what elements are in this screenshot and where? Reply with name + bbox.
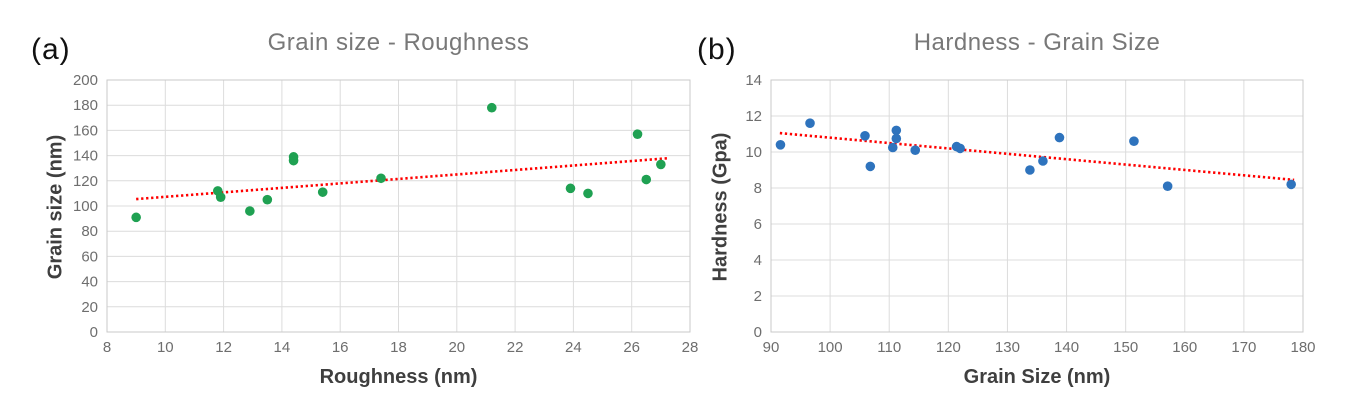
x-tick-label: 150 xyxy=(1113,339,1138,356)
data-point xyxy=(1129,136,1139,146)
data-point xyxy=(215,192,226,202)
trendline xyxy=(136,156,670,201)
y-tick-label: 180 xyxy=(73,97,98,114)
y-tick-label: 6 xyxy=(754,216,762,233)
data-point xyxy=(656,159,666,170)
chart-group-a: 8 10 12 14 16 18 20 22 24 26 28 0 20 40 60 80 100 120 140 1… xyxy=(73,72,698,356)
y-axis-title-a: Grain size (nm) xyxy=(44,134,67,280)
y-tick-label: 0 xyxy=(754,324,762,341)
data-point xyxy=(317,187,328,197)
x-tick-label: 16 xyxy=(332,339,349,356)
y-tick-label: 100 xyxy=(73,198,98,215)
data-point xyxy=(1038,156,1048,166)
y-tick-label: 160 xyxy=(73,122,98,139)
panel-label-a: (a) xyxy=(31,33,71,66)
x-tick-label: 130 xyxy=(995,339,1020,356)
y-tick-label: 80 xyxy=(81,223,98,240)
data-point xyxy=(131,212,141,223)
data-point xyxy=(891,125,902,136)
plot-border xyxy=(770,79,1304,333)
x-tick-label: 28 xyxy=(682,339,699,356)
data-point xyxy=(376,173,386,184)
x-axis-title-a: Roughness (nm) xyxy=(319,366,478,388)
x-tick-label: 18 xyxy=(390,339,407,356)
data-point xyxy=(486,102,497,113)
x-tick-label: 12 xyxy=(215,339,232,356)
data-point xyxy=(641,174,652,185)
data-point xyxy=(262,194,273,205)
chart-group-b: 90 100 110 120 130 140 150 160 170 180 0 2 4 6 8 10 12 14 xyxy=(745,72,1315,356)
x-tick-label: 100 xyxy=(818,339,843,356)
chart-title-a: Grain size - Roughness xyxy=(267,29,530,56)
x-tick-label: 14 xyxy=(274,339,291,356)
data-point xyxy=(1025,165,1035,175)
data-point xyxy=(860,131,870,141)
panel-label-b: (b) xyxy=(697,33,737,66)
x-tick-label: 22 xyxy=(507,339,524,356)
data-point xyxy=(1054,132,1065,143)
y-tick-label: 40 xyxy=(81,274,98,291)
y-tick-label: 14 xyxy=(745,72,762,89)
data-point xyxy=(775,140,786,150)
x-tick-label: 170 xyxy=(1231,339,1256,356)
x-tick-label: 110 xyxy=(877,339,901,356)
x-tick-label: 8 xyxy=(103,339,111,356)
y-tick-label: 8 xyxy=(754,180,762,197)
y-tick-label: 0 xyxy=(90,324,98,341)
y-tick-label: 10 xyxy=(745,144,762,161)
data-point xyxy=(632,129,643,139)
y-tick-label: 60 xyxy=(81,248,98,265)
data-point xyxy=(1286,179,1296,190)
data-point xyxy=(1162,181,1173,191)
x-tick-label: 120 xyxy=(936,339,961,356)
x-tick-label: 24 xyxy=(565,339,582,356)
x-tick-label: 26 xyxy=(623,339,640,356)
plot-border xyxy=(106,79,691,333)
y-tick-label: 20 xyxy=(81,299,98,316)
x-tick-label: 90 xyxy=(763,339,780,356)
y-tick-label: 4 xyxy=(754,252,762,269)
data-point xyxy=(583,188,593,199)
data-point xyxy=(565,183,576,194)
data-point xyxy=(887,142,898,153)
x-tick-label: 160 xyxy=(1172,339,1197,356)
x-tick-label: 20 xyxy=(448,339,465,356)
y-tick-label: 140 xyxy=(73,148,98,165)
y-tick-label: 120 xyxy=(73,173,98,190)
y-axis-title-b: Hardness (Gpa) xyxy=(709,132,732,282)
y-tick-label: 12 xyxy=(745,108,762,125)
data-point xyxy=(910,145,921,155)
data-point xyxy=(288,155,299,166)
x-tick-label: 140 xyxy=(1054,339,1079,356)
x-tick-label: 180 xyxy=(1290,339,1315,356)
y-tick-label: 2 xyxy=(754,288,762,305)
trendline xyxy=(779,131,1295,182)
data-point xyxy=(805,118,815,128)
data-point xyxy=(865,161,876,172)
data-point xyxy=(891,133,902,144)
y-tick-label: 200 xyxy=(73,72,98,89)
data-point xyxy=(955,143,965,154)
x-axis-title-b: Grain Size (nm) xyxy=(963,366,1111,388)
chart-title-b: Hardness - Grain Size xyxy=(913,29,1161,56)
x-tick-label: 10 xyxy=(157,339,174,356)
data-point xyxy=(245,206,255,216)
